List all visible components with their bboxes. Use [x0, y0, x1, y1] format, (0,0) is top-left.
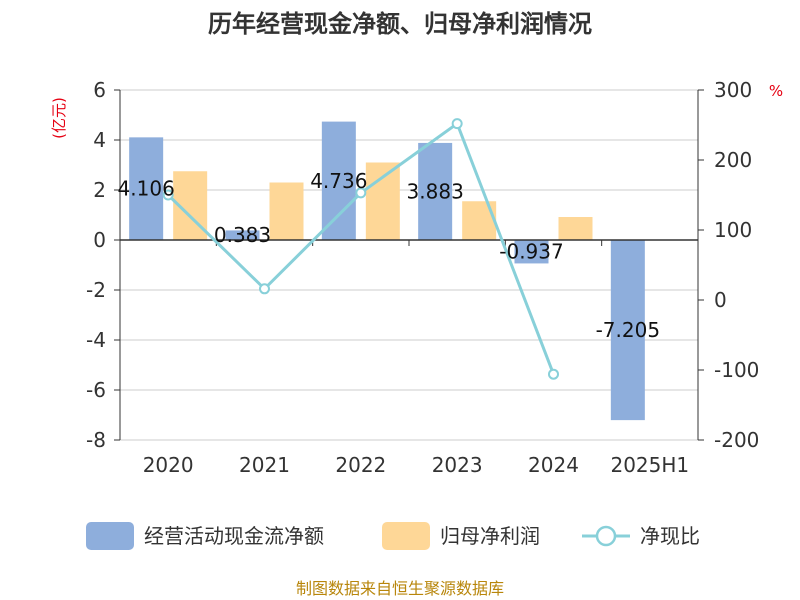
cashflow-bar [225, 230, 260, 240]
cashflow-bar [321, 121, 356, 240]
legend-swatch-net-profit [382, 522, 430, 550]
axes: 6 4 2 0 -2 -4 -6 -8 300 200 100 0 -100 -200 2020 2021 20… [86, 78, 759, 477]
category-label: 2025H1 [610, 453, 689, 477]
net-profit-bar [269, 182, 304, 240]
cashflow-value-label: -0.937 [499, 240, 563, 264]
category-label: 2024 [528, 453, 579, 477]
data-labels: 4.106 0.383 4.736 3.883 -0.937 -7.205 [118, 169, 661, 342]
legend-swatch-cashflow [86, 522, 134, 550]
right-tick-label: -100 [714, 358, 759, 382]
cashflow-bar [129, 137, 164, 240]
right-axis-unit: % [769, 82, 783, 100]
left-tick-label: -2 [86, 278, 106, 302]
cashflow-value-label: -7.205 [596, 318, 660, 342]
category-label: 2020 [143, 453, 194, 477]
chart-title: 历年经营现金净额、归母净利润情况 [208, 10, 592, 38]
ratio-point [355, 187, 367, 199]
right-tick-label: 200 [714, 148, 752, 172]
cashflow-value-label: 0.383 [214, 223, 271, 247]
right-tick-label: 0 [714, 288, 727, 312]
left-tick-label: 2 [93, 178, 106, 202]
cashflow-bar [418, 142, 453, 240]
net-profit-bar [558, 217, 593, 240]
category-label: 2021 [239, 453, 290, 477]
category-label: 2022 [335, 453, 386, 477]
net-profit-bar [365, 162, 400, 240]
bars [129, 121, 645, 421]
left-tick-label: -4 [86, 328, 106, 352]
cashflow-value-label: 3.883 [407, 179, 464, 203]
left-tick-label: -8 [86, 428, 106, 452]
right-tick-label: 100 [714, 218, 752, 242]
legend-swatch-ratio-marker [595, 525, 617, 547]
ratio-point [162, 189, 174, 201]
left-tick-label: 6 [93, 78, 106, 102]
legend: 经营活动现金流净额 归母净利润 净现比 [86, 522, 700, 550]
legend-label-cashflow: 经营活动现金流净额 [144, 524, 324, 548]
net-profit-bar [462, 201, 497, 240]
ratio-point [259, 283, 270, 295]
cashflow-bar [610, 240, 645, 421]
ratio-line [162, 118, 559, 380]
left-tick-label: 4 [93, 128, 106, 152]
legend-label-net-profit: 归母净利润 [440, 524, 540, 548]
cashflow-value-label: 4.106 [118, 177, 175, 201]
left-tick-label: -6 [86, 378, 106, 402]
left-axis-unit: (亿元) [50, 97, 68, 139]
grid [120, 89, 698, 441]
legend-label-ratio: 净现比 [640, 524, 700, 548]
category-label: 2023 [432, 453, 483, 477]
source-footer: 制图数据来自恒生聚源数据库 [296, 579, 504, 598]
right-tick-label: -200 [714, 428, 759, 452]
left-tick-label: 0 [93, 228, 106, 252]
ratio-point [451, 118, 463, 130]
cashflow-value-label: 4.736 [310, 169, 367, 193]
ratio-polyline [167, 121, 555, 375]
cashflow-bar [514, 240, 549, 264]
ratio-point [548, 368, 559, 380]
right-tick-label: 300 [714, 78, 752, 102]
